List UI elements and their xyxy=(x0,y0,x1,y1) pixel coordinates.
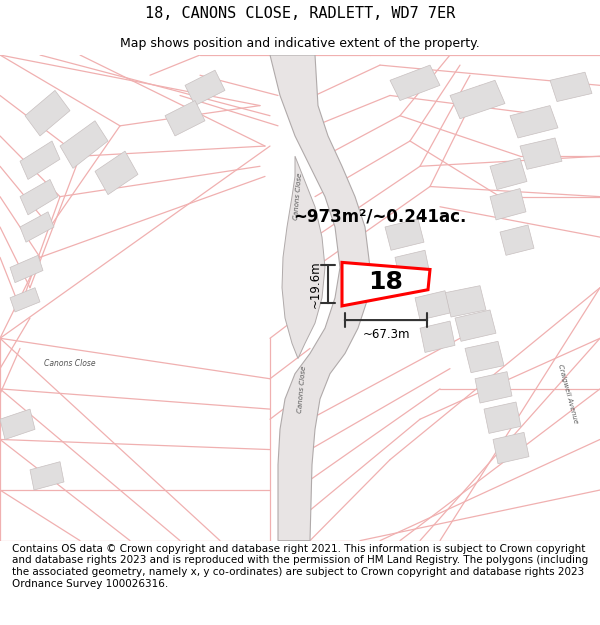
Polygon shape xyxy=(20,141,60,179)
Polygon shape xyxy=(475,372,512,403)
Polygon shape xyxy=(342,262,430,306)
Polygon shape xyxy=(420,321,455,352)
Text: ~973m²/~0.241ac.: ~973m²/~0.241ac. xyxy=(293,208,467,226)
Polygon shape xyxy=(10,288,40,312)
Polygon shape xyxy=(165,101,205,136)
Polygon shape xyxy=(30,462,64,490)
Text: Canons Close: Canons Close xyxy=(297,365,307,413)
Polygon shape xyxy=(95,151,138,194)
Polygon shape xyxy=(493,432,529,464)
Text: Canons Close: Canons Close xyxy=(293,173,303,221)
Polygon shape xyxy=(25,91,70,136)
Polygon shape xyxy=(490,158,527,189)
Polygon shape xyxy=(20,179,58,215)
Polygon shape xyxy=(500,225,534,256)
Polygon shape xyxy=(484,402,521,433)
Polygon shape xyxy=(510,106,558,138)
Text: ~19.6m: ~19.6m xyxy=(309,261,322,308)
Text: 18, CANONS CLOSE, RADLETT, WD7 7ER: 18, CANONS CLOSE, RADLETT, WD7 7ER xyxy=(145,6,455,21)
Polygon shape xyxy=(0,409,35,439)
Text: Craigwell Avenue: Craigwell Avenue xyxy=(557,364,579,424)
Polygon shape xyxy=(450,80,505,119)
Text: 18: 18 xyxy=(368,270,403,294)
Polygon shape xyxy=(550,72,592,101)
Polygon shape xyxy=(390,65,440,101)
Polygon shape xyxy=(415,291,450,320)
Polygon shape xyxy=(490,189,526,220)
Polygon shape xyxy=(465,341,504,372)
Polygon shape xyxy=(445,286,486,317)
Polygon shape xyxy=(60,121,108,168)
Polygon shape xyxy=(10,256,43,282)
Polygon shape xyxy=(455,310,496,341)
Text: ~67.3m: ~67.3m xyxy=(362,328,410,341)
Polygon shape xyxy=(270,55,370,541)
Polygon shape xyxy=(520,138,562,169)
Text: Canons Close: Canons Close xyxy=(44,359,96,368)
Polygon shape xyxy=(20,212,54,242)
Polygon shape xyxy=(385,219,424,250)
Polygon shape xyxy=(282,156,325,359)
Polygon shape xyxy=(395,250,430,282)
Polygon shape xyxy=(185,70,225,106)
Text: Map shows position and indicative extent of the property.: Map shows position and indicative extent… xyxy=(120,38,480,51)
Text: Contains OS data © Crown copyright and database right 2021. This information is : Contains OS data © Crown copyright and d… xyxy=(12,544,588,589)
